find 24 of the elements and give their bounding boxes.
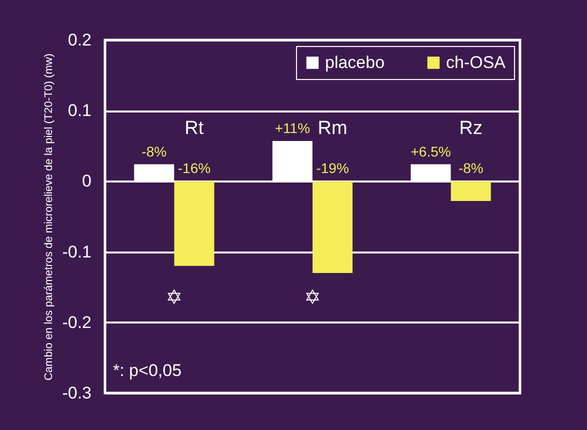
annotation: +6.5%	[410, 143, 451, 160]
y-tick-label: -0.3	[62, 384, 92, 402]
x-tick-label: Rt	[184, 118, 204, 139]
y-tick-label: -0.1	[62, 242, 92, 262]
y-tick-label: -0.2	[62, 312, 92, 332]
annotation: -8%	[142, 143, 167, 160]
annotation: *: p<0,05	[113, 361, 182, 380]
bar	[312, 181, 353, 273]
bar	[450, 181, 491, 201]
x-tick-label: Rm	[318, 118, 348, 139]
bar	[174, 181, 214, 266]
annotation: -16%	[178, 160, 211, 176]
x-tick-label: Rz	[459, 118, 482, 139]
y-axis-title: Cambio en los parámetros de microrelieve de la piel (T20-T0) (mw)	[43, 53, 56, 381]
annotation: ✡	[166, 285, 183, 309]
annotation: -19%	[316, 160, 349, 176]
annotation: ✡	[304, 285, 321, 309]
annotation: +11%	[274, 120, 310, 136]
y-tick-label: 0.1	[68, 101, 92, 120]
y-tick-label: 0	[82, 172, 92, 191]
legend-label: ch-OSA	[446, 52, 506, 72]
y-tick-label: 0.2	[68, 30, 92, 50]
annotation: -8%	[458, 160, 484, 176]
legend-label: placebo	[325, 52, 385, 72]
